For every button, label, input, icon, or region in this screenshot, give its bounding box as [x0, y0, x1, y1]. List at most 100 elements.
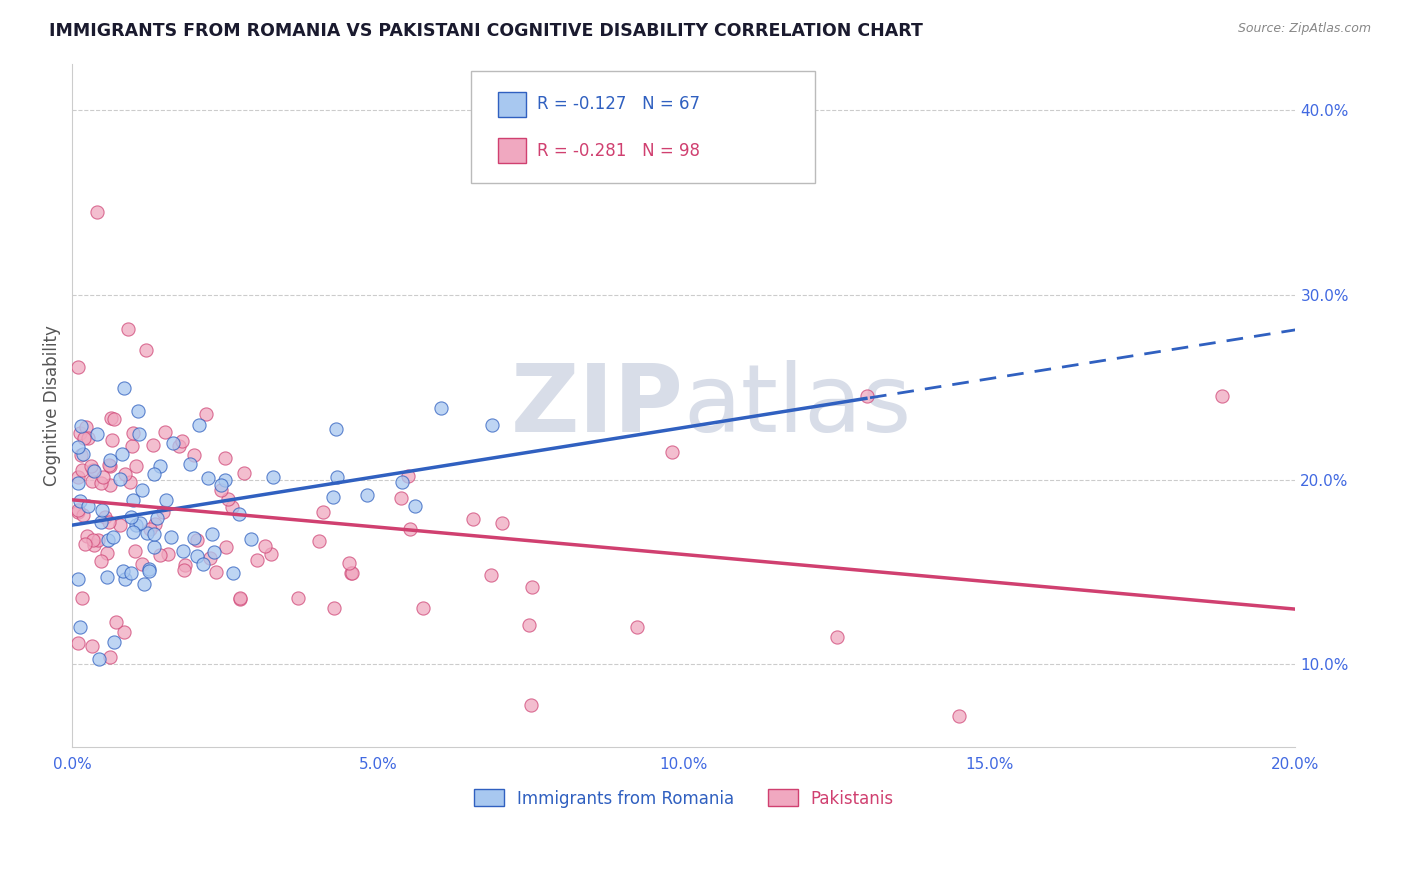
Point [193, 557, 215, 571]
Point [82, 533, 104, 547]
Point [100, 410, 122, 425]
Point [77, 499, 100, 513]
Point [120, 510, 142, 524]
Point [253, 539, 276, 553]
Point [135, 525, 157, 540]
Point [412, 600, 434, 615]
Point [491, 516, 513, 530]
Point [312, 505, 335, 519]
Point [128, 516, 150, 530]
Point [114, 467, 136, 481]
Point [229, 591, 252, 606]
Point [94, 510, 117, 524]
Point [187, 418, 209, 433]
Point [131, 557, 153, 571]
Point [146, 511, 169, 525]
Point [91, 470, 114, 484]
Point [80, 458, 103, 473]
Point [222, 566, 245, 581]
Point [160, 531, 183, 545]
Point [98, 458, 121, 473]
Point [96, 570, 118, 584]
Point [948, 709, 970, 723]
Point [132, 577, 155, 591]
Point [186, 533, 208, 548]
Point [221, 500, 243, 514]
Point [228, 507, 250, 521]
Point [156, 547, 179, 561]
Point [101, 434, 124, 448]
Point [76, 529, 98, 543]
Point [103, 412, 125, 426]
Point [152, 505, 174, 519]
Point [322, 491, 344, 505]
Point [209, 483, 232, 497]
Point [340, 566, 363, 581]
Point [201, 527, 224, 541]
Point [128, 426, 150, 441]
Point [197, 471, 219, 485]
Point [121, 492, 143, 507]
Point [149, 548, 172, 562]
Point [67, 476, 90, 491]
Point [517, 618, 540, 632]
Point [70, 462, 93, 476]
Point [430, 401, 453, 415]
Point [67, 503, 90, 517]
Point [626, 620, 648, 634]
Point [90, 554, 112, 568]
Point [183, 531, 205, 545]
Point [325, 422, 347, 436]
Point [97, 533, 120, 547]
Point [138, 562, 160, 576]
Point [97, 515, 120, 529]
Point [69, 425, 91, 440]
Point [262, 469, 284, 483]
Point [209, 477, 232, 491]
Point [200, 551, 222, 566]
Point [67, 636, 90, 650]
Point [326, 470, 349, 484]
Point [167, 439, 190, 453]
Point [121, 439, 143, 453]
Point [194, 407, 217, 421]
Point [246, 552, 269, 566]
Point [75, 420, 97, 434]
Point [67, 359, 90, 374]
Point [72, 591, 94, 606]
Point [73, 537, 96, 551]
Point [98, 453, 121, 467]
Point [72, 508, 94, 522]
Point [67, 505, 90, 519]
Point [127, 404, 149, 418]
Point [67, 572, 90, 586]
Point [337, 556, 360, 570]
Point [76, 431, 98, 445]
Point [69, 620, 91, 634]
Point [142, 540, 165, 554]
Point [396, 469, 419, 483]
Y-axis label: Cognitive Disability: Cognitive Disability [44, 326, 60, 486]
Point [186, 549, 208, 564]
Point [100, 478, 122, 492]
Point [87, 652, 110, 666]
Point [67, 469, 90, 483]
Point [108, 518, 131, 533]
Point [461, 512, 484, 526]
Point [112, 564, 135, 578]
Point [162, 435, 184, 450]
Point [67, 440, 90, 454]
Point [108, 471, 131, 485]
Point [142, 437, 165, 451]
Point [172, 543, 194, 558]
Point [233, 466, 256, 480]
Point [83, 464, 105, 478]
Point [131, 483, 153, 498]
Point [856, 389, 879, 403]
Point [90, 515, 112, 529]
Point [339, 566, 361, 580]
Point [82, 463, 104, 477]
Point [96, 546, 118, 560]
Point [825, 630, 848, 644]
Point [73, 431, 96, 445]
